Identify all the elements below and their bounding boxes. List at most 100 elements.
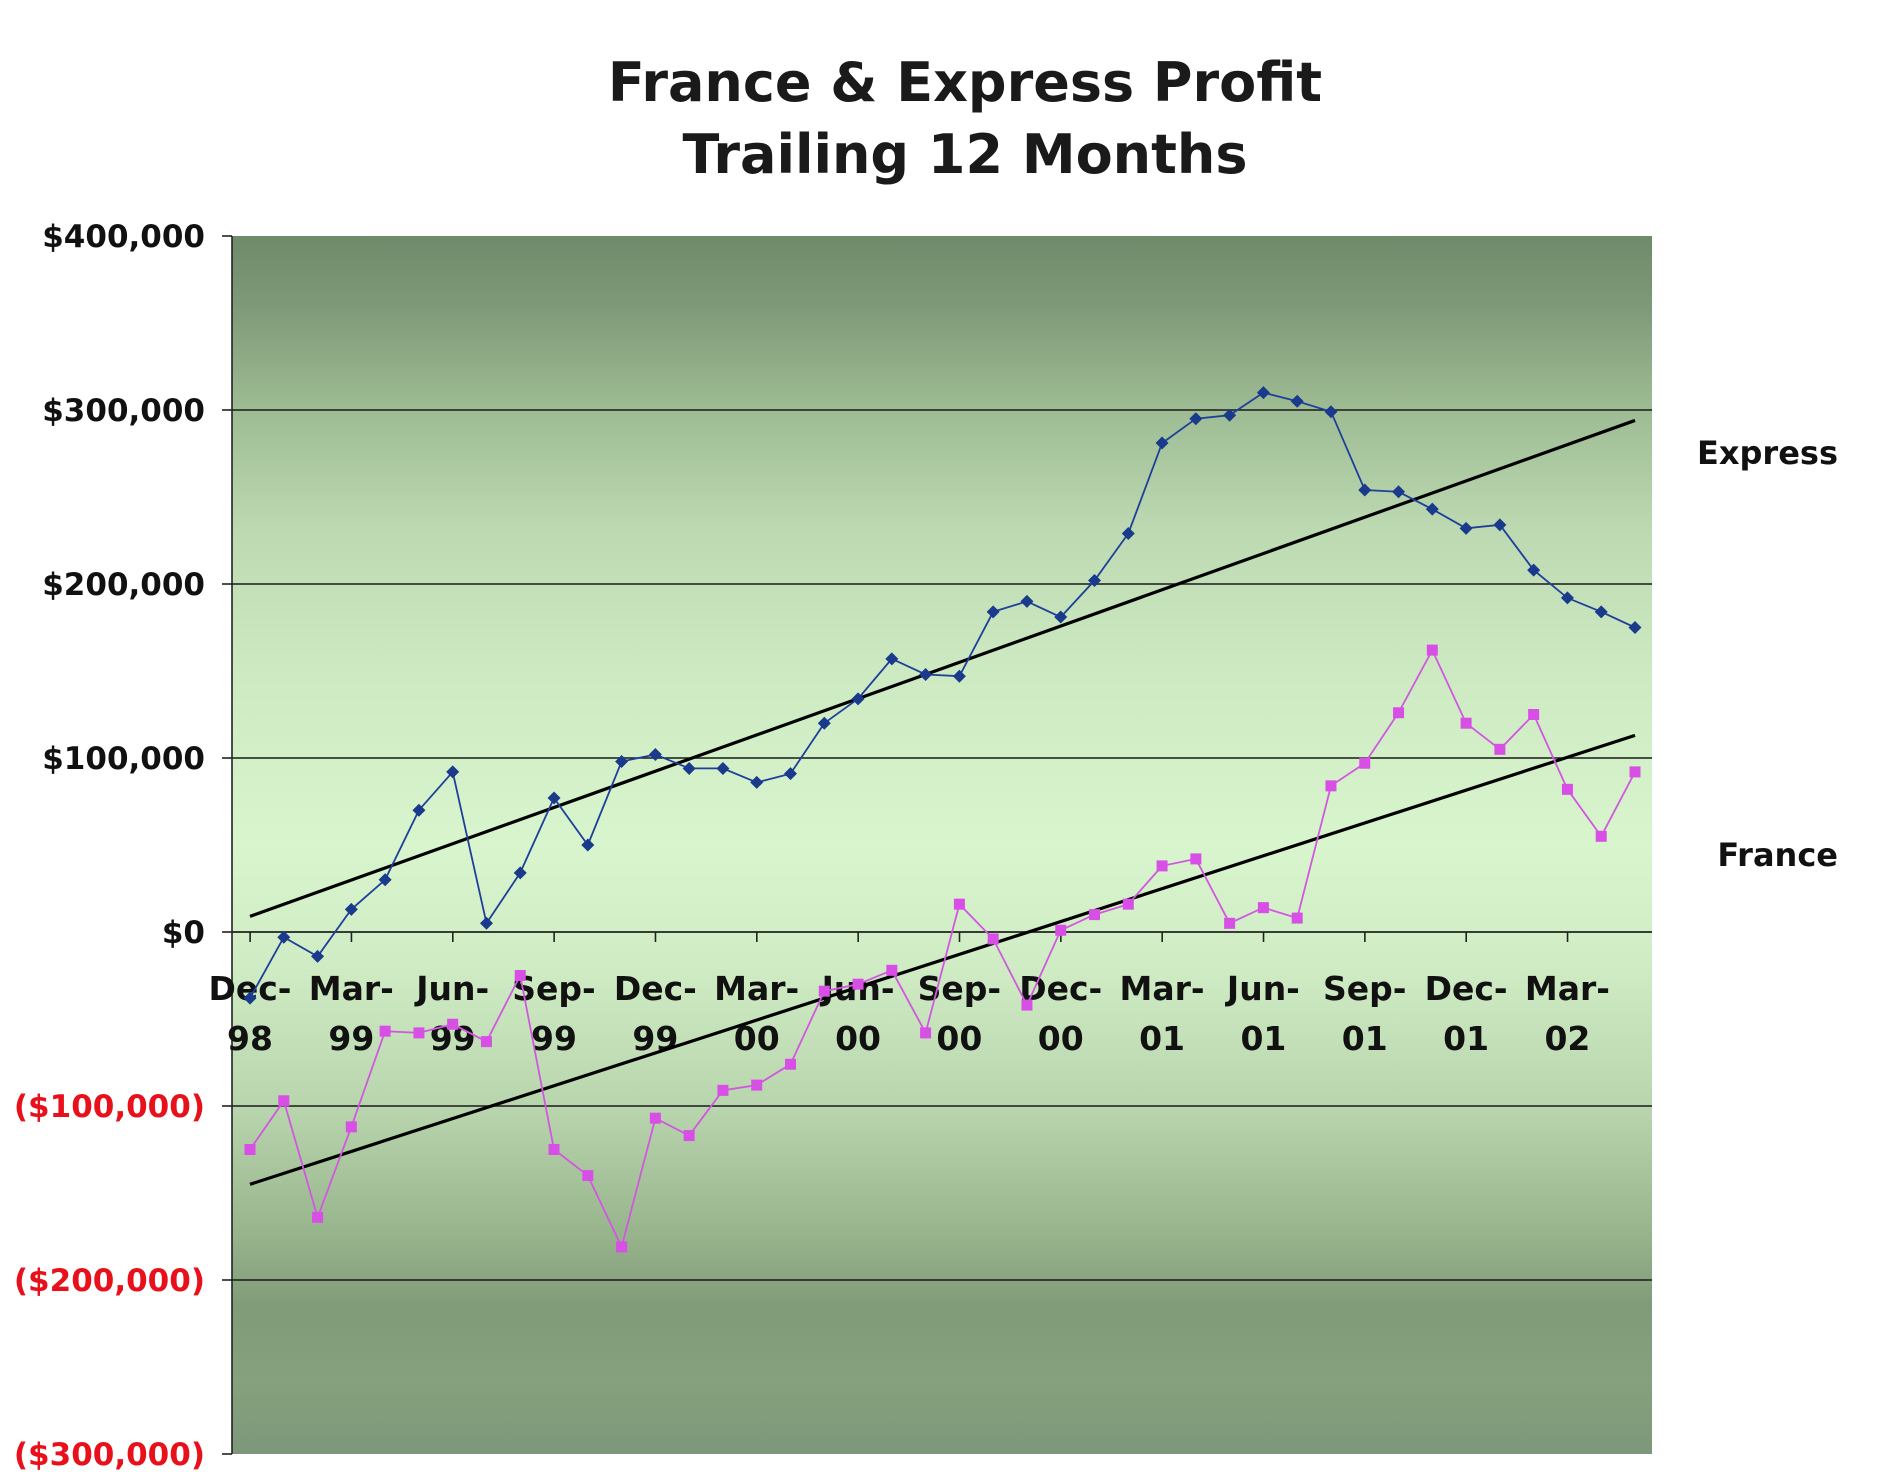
chart-title-line-2: Trailing 12 Months [682, 123, 1247, 186]
data-point-france [447, 1018, 459, 1030]
data-point-france [1595, 830, 1607, 842]
gridlines [232, 409, 1652, 1281]
data-point-express [1594, 605, 1608, 619]
data-point-express [716, 761, 730, 775]
data-point-express [1020, 594, 1034, 608]
data-point-france [1325, 780, 1337, 792]
x-tick-label: 99 [531, 1019, 577, 1058]
data-point-express [750, 775, 764, 789]
x-tick-label: 00 [835, 1019, 881, 1058]
data-point-france [1122, 898, 1134, 910]
x-tick-label: Dec- [1425, 969, 1508, 1008]
x-tick-label: Sep- [918, 969, 1001, 1008]
y-tick-label: $300,000 [42, 393, 205, 429]
x-tick-label: 01 [1443, 1019, 1489, 1058]
y-axis-tick-labels: $400,000 $300,000 $200,000 $100,000 $0 ($100,… [14, 219, 205, 1472]
data-point-france [1089, 909, 1101, 921]
data-point-france [1055, 924, 1067, 936]
x-tick-label: 00 [936, 1019, 982, 1058]
data-point-france [1359, 757, 1371, 769]
data-point-express [648, 748, 662, 762]
x-tick-label: Sep- [512, 969, 595, 1008]
trend-line-express [249, 418, 1636, 918]
trend-lines [249, 418, 1636, 1186]
data-point-express [1256, 386, 1270, 400]
data-point-express [412, 803, 426, 817]
data-point-express [1189, 412, 1203, 426]
data-point-express [344, 902, 358, 916]
data-point-express [682, 761, 696, 775]
data-point-france [1426, 644, 1438, 656]
data-point-france [1494, 743, 1506, 755]
data-point-france [953, 898, 965, 910]
data-point-france [886, 964, 898, 976]
data-point-france [413, 1027, 425, 1039]
data-point-france [379, 1025, 391, 1037]
data-point-france [1021, 999, 1033, 1011]
y-tick-label: ($200,000) [14, 1263, 205, 1299]
y-tick-label: ($100,000) [14, 1089, 205, 1125]
x-tick-label: 98 [227, 1019, 273, 1058]
data-point-express [1493, 518, 1507, 532]
x-tick-label: 01 [1342, 1019, 1388, 1058]
data-point-express [783, 767, 797, 781]
x-tick-label: Mar- [714, 969, 799, 1008]
data-point-france [582, 1170, 594, 1182]
series-line-france [249, 648, 1636, 1250]
data-point-france [312, 1211, 324, 1223]
data-point-express [513, 866, 527, 880]
data-point-express [479, 916, 493, 930]
data-point-france [920, 1027, 932, 1039]
data-point-france [278, 1095, 290, 1107]
data-point-france [852, 978, 864, 990]
data-point-france [548, 1144, 560, 1155]
x-tick-label: 00 [1038, 1019, 1084, 1058]
data-point-express [243, 991, 257, 1005]
data-point-france [1224, 917, 1236, 929]
data-point-france [1561, 783, 1573, 795]
x-tick-label: Dec- [1019, 969, 1102, 1008]
y-tick-label: ($300,000) [14, 1437, 205, 1472]
x-tick-label: Jun- [1225, 969, 1300, 1008]
series-label-france: France [1717, 836, 1838, 874]
data-point-express [1628, 621, 1642, 634]
data-point-france [818, 985, 830, 997]
x-tick-label: Dec- [614, 969, 697, 1008]
data-point-express [817, 716, 831, 730]
data-point-france [683, 1130, 695, 1142]
data-point-france [1528, 709, 1540, 720]
data-point-express [986, 605, 1000, 619]
data-point-france [1156, 860, 1168, 872]
data-point-france [784, 1058, 796, 1070]
y-tick-label: $400,000 [42, 219, 205, 255]
data-point-express [851, 692, 865, 706]
data-point-express [446, 765, 460, 779]
data-point-express [952, 669, 966, 683]
data-point-express [1121, 527, 1135, 541]
x-tick-label: 02 [1544, 1019, 1590, 1058]
chart-title: France & Express Profit Trailing 12 Mont… [608, 51, 1322, 186]
data-point-france [514, 970, 526, 981]
data-point-express [615, 754, 629, 768]
data-point-express [311, 949, 325, 963]
data-point-express [1223, 408, 1237, 422]
data-point-france [244, 1144, 256, 1155]
data-point-france [1190, 853, 1202, 865]
x-tick-label: Mar- [1525, 969, 1610, 1008]
data-point-express [1054, 610, 1068, 624]
data-point-france [616, 1241, 628, 1253]
x-tick-label: Jun- [414, 969, 489, 1008]
data-series [243, 386, 1642, 1253]
data-point-express [581, 838, 595, 852]
data-point-express [1155, 436, 1169, 450]
data-point-france [649, 1112, 661, 1124]
y-tick-label: $200,000 [42, 567, 205, 603]
data-point-express [1290, 394, 1304, 408]
data-point-france [717, 1084, 729, 1096]
x-tick-label: 99 [328, 1019, 374, 1058]
x-axis-tick-labels: Dec-98Mar-99Jun-99Sep-99Dec-99Mar-00Jun-… [208, 969, 1610, 1058]
data-point-express [1392, 485, 1406, 499]
x-tick-label: 01 [1139, 1019, 1185, 1058]
trend-line-france [249, 733, 1636, 1186]
